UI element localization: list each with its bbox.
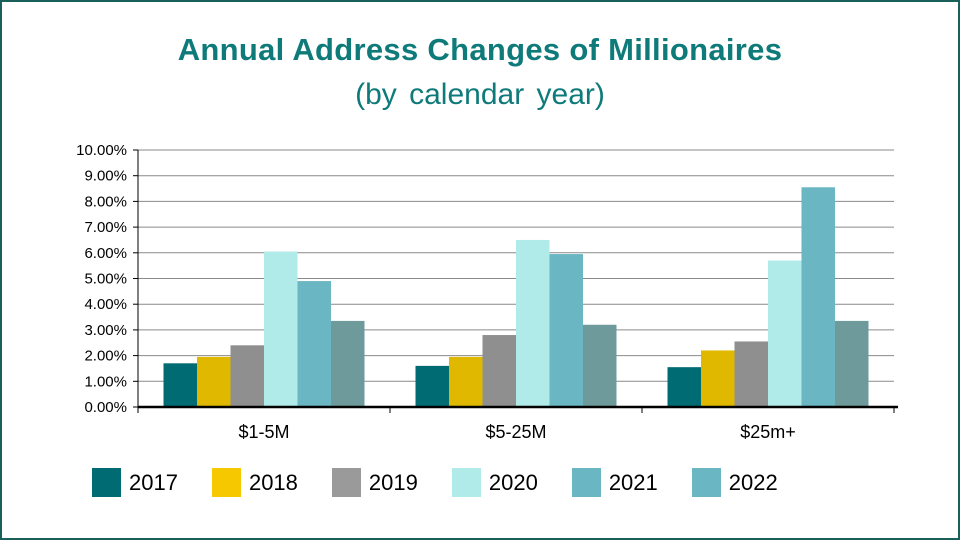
- bar-2018: [701, 350, 735, 407]
- bar-2021: [801, 187, 835, 407]
- bar-2019: [734, 341, 768, 407]
- legend-swatch: [571, 468, 601, 497]
- y-tick-label: 6.00%: [84, 245, 127, 262]
- bar-2022: [835, 320, 869, 407]
- legend-label: 2017: [129, 469, 178, 495]
- bar-2017: [163, 363, 197, 407]
- legend-item-2022: 2022: [691, 468, 778, 497]
- y-tick-label: 2.00%: [84, 348, 127, 365]
- y-tick-label: 3.00%: [84, 322, 127, 339]
- bar-chart: 0.00% 1.00% 2.00% 3.00% 4.00% 5.00% 6.00% 7.00%…: [76, 142, 898, 442]
- y-tick-label: 9.00%: [84, 168, 127, 185]
- legend-label: 2020: [488, 469, 538, 495]
- bar-2020: [516, 239, 550, 407]
- legend-label: 2018: [248, 469, 298, 495]
- legend-swatch: [92, 468, 121, 497]
- legend-item-2017: 2017: [92, 468, 178, 497]
- legend-swatch: [691, 468, 721, 497]
- y-tick-label: 0.00%: [84, 399, 127, 416]
- x-category-label: $5-25M: [485, 422, 546, 442]
- bar-2020: [768, 260, 802, 407]
- bar-2019: [230, 345, 264, 407]
- legend-item-2020: 2020: [451, 468, 538, 497]
- bar-2018: [449, 356, 483, 407]
- bar-2021: [297, 281, 331, 407]
- bar-2020: [264, 251, 298, 407]
- bar-2017: [415, 365, 449, 407]
- legend-item-2021: 2021: [571, 468, 658, 497]
- legend-item-2019: 2019: [331, 468, 418, 497]
- bar-2018: [197, 356, 231, 407]
- legend-label: 2019: [368, 469, 418, 495]
- legend-swatch: [451, 468, 481, 497]
- y-tick-label: 4.00%: [84, 296, 127, 313]
- y-tick-label: 1.00%: [84, 373, 127, 390]
- y-tick-label: 7.00%: [84, 219, 127, 236]
- bar-2022: [583, 324, 617, 407]
- bar-2019: [482, 335, 516, 407]
- bar-2021: [549, 254, 583, 407]
- chart-subtitle: (by calendar year): [355, 78, 605, 111]
- bar-2022: [331, 320, 365, 407]
- y-tick-label: 8.00%: [84, 193, 127, 210]
- legend-label: 2021: [608, 469, 658, 495]
- legend-swatch: [331, 468, 361, 497]
- chart-legend: 2017 2018 2019 2020 2021 2022: [92, 468, 812, 497]
- legend-swatch: [211, 468, 241, 497]
- chart-title: Annual Address Changes of Millionaires: [177, 32, 783, 67]
- y-tick-label: 10.00%: [76, 142, 127, 159]
- x-category-label: $25m+: [740, 422, 796, 442]
- legend-label: 2022: [728, 469, 778, 495]
- bar-2017: [667, 367, 701, 407]
- legend-item-2018: 2018: [211, 468, 298, 497]
- y-tick-label: 5.00%: [84, 271, 127, 288]
- x-category-label: $1-5M: [238, 422, 289, 442]
